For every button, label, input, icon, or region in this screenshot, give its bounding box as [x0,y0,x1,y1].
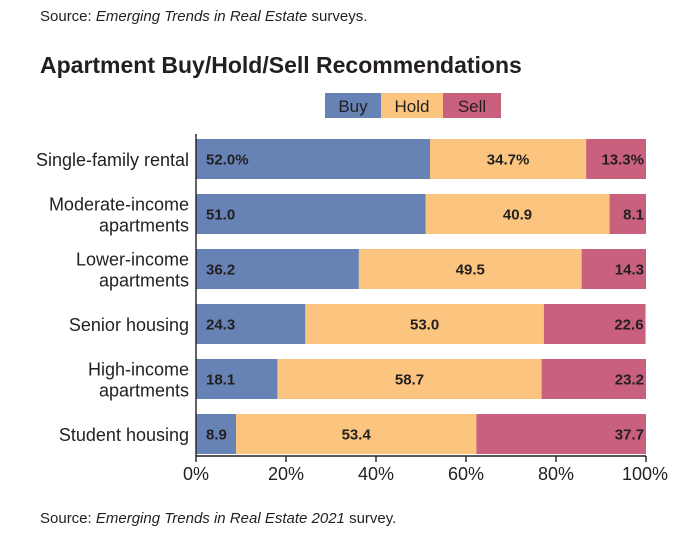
data-label-sell: 22.6 [614,317,643,334]
data-label-buy: 51.0 [206,207,235,224]
x-tick-label: 80% [538,464,574,484]
source-note-top: Source: Emerging Trends in Real Estate s… [40,8,367,25]
bar-buy [196,414,237,454]
category-label: Moderate-income [49,195,189,215]
source-title: Emerging Trends in Real Estate 2021 [95,510,345,527]
bar-sell [541,359,646,399]
legend-label-sell: Sell [458,97,486,116]
chart-title: Apartment Buy/Hold/Sell Recommendations [40,52,522,78]
source-title: Emerging Trends in Real Estate [95,8,308,25]
source-note-bottom: Source: Emerging Trends in Real Estate 2… [40,510,396,527]
bar-hold [358,249,582,289]
bar-hold [236,414,477,454]
source-prefix: Source: [40,8,96,25]
x-tick-label: 0% [183,464,209,484]
data-label-buy: 8.9 [206,427,227,444]
category-label: apartments [99,271,189,291]
data-label-sell: 37.7 [615,427,644,444]
bar-sell [609,194,646,234]
category-label: apartments [99,216,189,236]
bar-sell [581,249,646,289]
legend-swatch-hold [381,93,443,118]
data-label-hold: 34.7% [487,152,530,169]
category-label: Single-family rental [36,150,189,170]
category-label: Lower-income [76,250,189,270]
bar-buy [196,139,430,179]
legend-swatch-buy [325,93,381,118]
category-label: High-income [88,360,189,380]
bar-hold [305,304,544,344]
category-label: apartments [99,381,189,401]
data-label-hold: 58.7 [395,372,424,389]
category-label: Student housing [59,425,189,445]
data-label-sell: 14.3 [615,262,644,279]
data-label-sell: 8.1 [623,207,644,224]
x-tick-label: 100% [622,464,668,484]
bar-hold [425,194,610,234]
legend-label-buy: Buy [338,97,368,116]
legend-swatch-sell [443,93,501,118]
source-prefix: Source: [40,510,96,527]
source-suffix: surveys. [307,8,368,25]
bar-sell [586,139,646,179]
data-label-buy: 52.0% [206,152,249,169]
data-label-buy: 36.2 [206,262,235,279]
data-label-sell: 23.2 [615,372,644,389]
x-tick-label: 20% [268,464,304,484]
bar-buy [196,249,359,289]
data-label-hold: 53.0 [410,317,439,334]
bar-buy [196,304,306,344]
legend-label-hold: Hold [395,97,430,116]
bar-hold [430,139,587,179]
source-suffix: survey. [344,510,397,527]
bar-buy [196,194,426,234]
x-tick-label: 60% [448,464,484,484]
data-label-buy: 18.1 [206,372,235,389]
data-label-hold: 40.9 [503,207,532,224]
category-label: Senior housing [69,315,189,335]
bar-hold [277,359,542,399]
bar-buy [196,359,278,399]
data-label-sell: 13.3% [601,152,644,169]
data-label-buy: 24.3 [206,317,235,334]
bar-sell [476,414,646,454]
x-tick-label: 40% [358,464,394,484]
bar-sell [543,304,646,344]
data-label-hold: 53.4 [342,427,372,444]
data-label-hold: 49.5 [456,262,485,279]
